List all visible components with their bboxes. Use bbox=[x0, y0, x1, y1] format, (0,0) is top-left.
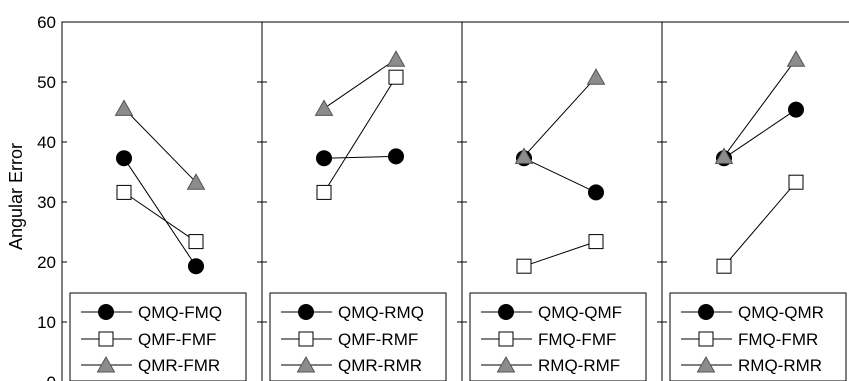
legend-marker bbox=[296, 355, 316, 373]
legend-label: QMR-RMR bbox=[338, 356, 422, 375]
data-point bbox=[714, 147, 734, 164]
series-line bbox=[323, 58, 397, 109]
data-point bbox=[788, 174, 804, 190]
data-point bbox=[386, 50, 406, 67]
legend-label: QMF-RMF bbox=[338, 330, 418, 349]
chart-panel-2: QMQ-RMQ QMF-RMF QMR-RMR bbox=[261, 21, 463, 381]
series-line bbox=[123, 191, 197, 243]
legend-label: QMR-FMR bbox=[138, 356, 220, 375]
legend-marker bbox=[298, 304, 314, 320]
data-point bbox=[388, 148, 404, 165]
legend: QMQ-QMR FMQ-FMR RMQ-RMR bbox=[669, 292, 847, 381]
legend-marker bbox=[698, 304, 714, 320]
y-tick-label: 40 bbox=[37, 133, 56, 152]
data-point bbox=[786, 50, 806, 67]
series-line bbox=[523, 241, 597, 267]
y-tick-label: 20 bbox=[37, 253, 56, 272]
legend-marker bbox=[298, 331, 314, 347]
chart-panels: QMQ-FMQ QMF-FMF QMR-FMR QMQ-RMQ QMF-RMF QMR-R… bbox=[61, 21, 849, 381]
legend-marker bbox=[98, 331, 114, 347]
legend-label: QMQ-FMQ bbox=[138, 303, 222, 322]
legend-label: QMQ-QMR bbox=[738, 303, 824, 322]
y-tick-label: 0 bbox=[47, 373, 56, 381]
data-point bbox=[516, 258, 532, 274]
data-point bbox=[588, 234, 604, 250]
y-tick-label: 60 bbox=[37, 13, 56, 32]
data-point bbox=[116, 150, 132, 167]
y-tick-label: 10 bbox=[37, 313, 56, 332]
legend-marker bbox=[696, 355, 716, 373]
data-point bbox=[716, 258, 732, 274]
data-point bbox=[186, 173, 206, 190]
data-point bbox=[586, 68, 606, 85]
series-line bbox=[723, 181, 797, 267]
legend-label: RMQ-RMF bbox=[538, 356, 620, 375]
legend: QMQ-RMQ QMF-RMF QMR-RMR bbox=[269, 292, 447, 381]
data-point bbox=[514, 147, 534, 164]
data-point bbox=[114, 99, 134, 116]
series-line bbox=[723, 58, 797, 157]
legend-marker bbox=[498, 331, 514, 347]
y-axis-label: Angular Error bbox=[6, 143, 26, 250]
data-point bbox=[188, 234, 204, 250]
legend-marker bbox=[698, 331, 714, 347]
legend-label: QMF-FMF bbox=[138, 330, 216, 349]
data-point bbox=[316, 184, 332, 200]
data-point bbox=[314, 99, 334, 116]
data-point bbox=[316, 150, 332, 167]
series-line bbox=[323, 76, 397, 193]
legend-marker bbox=[96, 355, 116, 373]
series-line bbox=[723, 109, 797, 159]
legend-label: FMQ-FMF bbox=[538, 330, 616, 349]
data-point bbox=[188, 258, 204, 275]
data-point bbox=[788, 101, 804, 118]
legend-marker bbox=[496, 355, 516, 373]
series-line bbox=[123, 157, 197, 267]
legend: QMQ-QMF FMQ-FMF RMQ-RMF bbox=[469, 292, 647, 381]
series-line bbox=[323, 155, 397, 159]
chart-panel-4: QMQ-QMR FMQ-FMR RMQ-RMR bbox=[661, 21, 849, 381]
legend-label: FMQ-FMR bbox=[738, 330, 818, 349]
chart-panel-1: QMQ-FMQ QMF-FMF QMR-FMR bbox=[61, 21, 263, 381]
panel-frame bbox=[661, 21, 849, 381]
data-point bbox=[588, 184, 604, 201]
chart-panel-3: QMQ-QMF FMQ-FMF RMQ-RMF bbox=[461, 21, 663, 381]
y-axis: 0 10 20 30 40 50 60 Angular Error bbox=[6, 13, 67, 381]
y-tick-label: 50 bbox=[37, 73, 56, 92]
series-line bbox=[523, 76, 597, 157]
data-point bbox=[388, 69, 404, 85]
legend-label: RMQ-RMR bbox=[738, 356, 822, 375]
legend-marker bbox=[498, 304, 514, 320]
data-point bbox=[116, 184, 132, 200]
legend-marker bbox=[98, 304, 114, 320]
series-line bbox=[123, 108, 197, 183]
series-line bbox=[523, 157, 597, 193]
legend-label: QMQ-RMQ bbox=[338, 303, 424, 322]
y-tick-label: 30 bbox=[37, 193, 56, 212]
legend: QMQ-FMQ QMF-FMF QMR-FMR bbox=[69, 292, 247, 381]
legend-label: QMQ-QMF bbox=[538, 303, 622, 322]
